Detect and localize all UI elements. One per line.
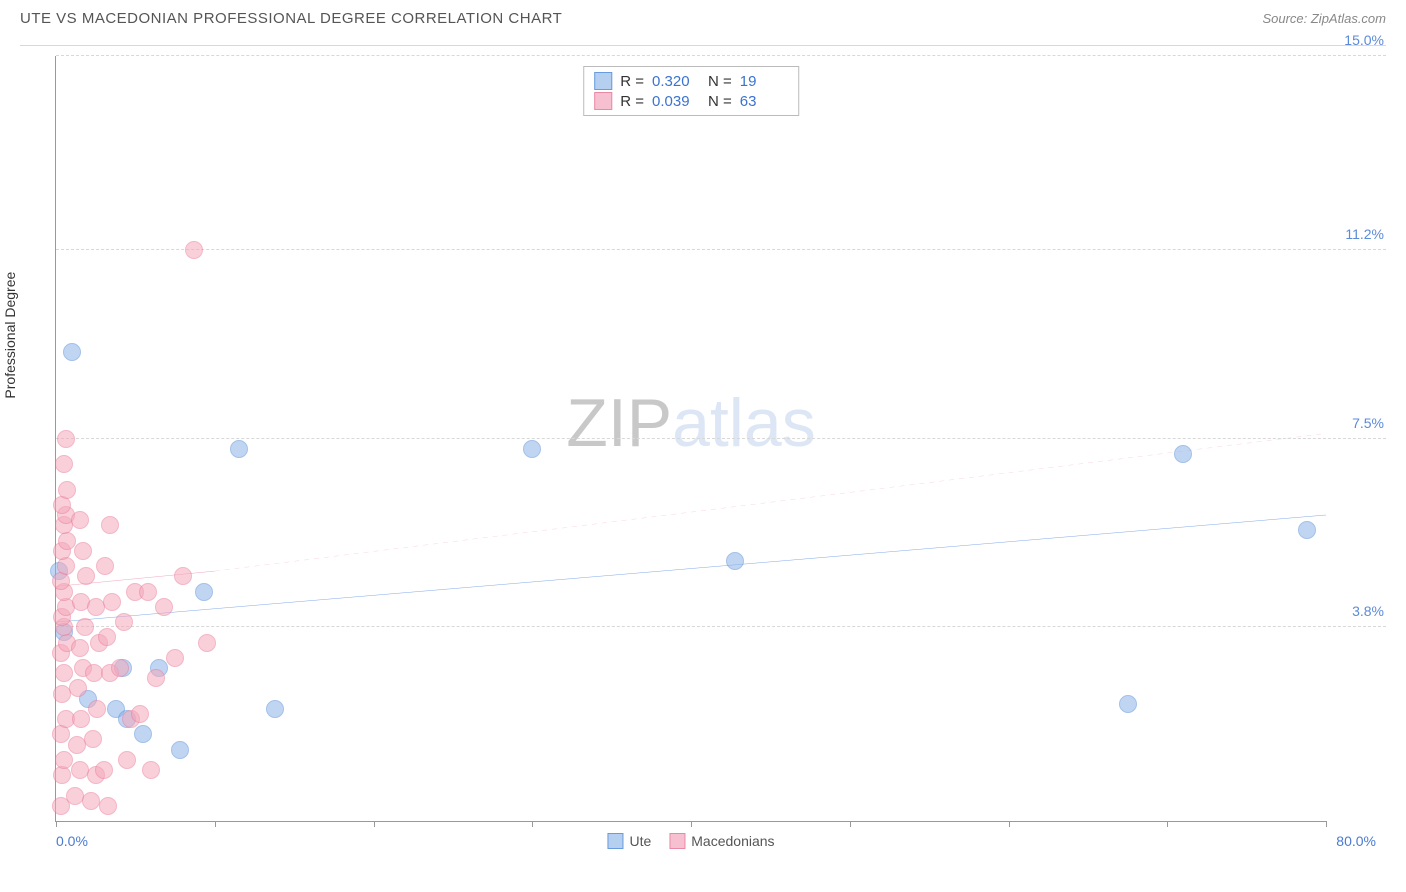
gridline-horizontal (56, 55, 1386, 56)
data-point (55, 455, 73, 473)
x-tick (215, 821, 216, 827)
data-point (57, 430, 75, 448)
data-point (174, 567, 192, 585)
legend-swatch (607, 833, 623, 849)
r-label: R = (620, 73, 644, 90)
gridline-horizontal (56, 626, 1386, 627)
data-point (103, 593, 121, 611)
data-point (266, 700, 284, 718)
data-point (77, 567, 95, 585)
data-point (1174, 445, 1192, 463)
data-point (69, 679, 87, 697)
data-point (63, 343, 81, 361)
data-point (230, 440, 248, 458)
data-point (198, 634, 216, 652)
data-point (134, 725, 152, 743)
legend-swatch (669, 833, 685, 849)
data-point (71, 511, 89, 529)
data-point (55, 664, 73, 682)
legend-swatch (594, 92, 612, 110)
plot-area: ZIPatlas R =0.320N =19R =0.039N =63 0.0%… (55, 56, 1326, 822)
data-point (99, 797, 117, 815)
data-point (1119, 695, 1137, 713)
data-point (84, 730, 102, 748)
x-tick (691, 821, 692, 827)
legend-item: Ute (607, 833, 651, 849)
data-point (131, 705, 149, 723)
data-point (53, 496, 71, 514)
stat-legend-row: R = 0.039 N = 63 (594, 91, 788, 111)
chart-container: Professional Degree ZIPatlas R =0.320N =… (20, 45, 1386, 862)
data-point (195, 583, 213, 601)
data-point (147, 669, 165, 687)
chart-title: UTE VS MACEDONIAN PROFESSIONAL DEGREE CO… (20, 10, 562, 27)
x-tick (532, 821, 533, 827)
data-point (118, 751, 136, 769)
r-value: 0.039 (652, 93, 700, 110)
data-point (76, 618, 94, 636)
data-point (171, 741, 189, 759)
data-point (115, 613, 133, 631)
data-point (71, 639, 89, 657)
data-point (53, 766, 71, 784)
data-point (72, 710, 90, 728)
data-point (185, 241, 203, 259)
x-tick (1009, 821, 1010, 827)
y-tick-label: 7.5% (1352, 415, 1384, 431)
data-point (142, 761, 160, 779)
gridline-horizontal (56, 249, 1386, 250)
n-value: 63 (740, 93, 788, 110)
x-axis-min-label: 0.0% (56, 833, 88, 849)
data-point (98, 628, 116, 646)
data-point (52, 572, 70, 590)
data-point (74, 542, 92, 560)
gridline-horizontal (56, 438, 1386, 439)
data-point (57, 557, 75, 575)
data-point (58, 481, 76, 499)
legend-item: Macedonians (669, 833, 774, 849)
y-tick-label: 3.8% (1352, 603, 1384, 619)
data-point (58, 532, 76, 550)
n-value: 19 (740, 73, 788, 90)
data-point (88, 700, 106, 718)
data-point (155, 598, 173, 616)
x-tick (850, 821, 851, 827)
stat-legend-row: R = 0.320 N = 19 (594, 71, 788, 91)
r-value: 0.320 (652, 73, 700, 90)
data-point (166, 649, 184, 667)
legend-swatch (594, 72, 612, 90)
y-tick-label: 15.0% (1344, 32, 1384, 48)
y-axis-label: Professional Degree (2, 272, 18, 399)
trend-line (56, 515, 1326, 622)
x-axis-max-label: 80.0% (1336, 833, 1376, 849)
x-tick (1326, 821, 1327, 827)
data-point (1298, 521, 1316, 539)
x-tick (1167, 821, 1168, 827)
legend-label: Macedonians (691, 833, 774, 849)
data-point (95, 761, 113, 779)
n-label: N = (708, 73, 732, 90)
y-tick-label: 11.2% (1345, 226, 1384, 242)
x-tick (374, 821, 375, 827)
source-attribution: Source: ZipAtlas.com (1262, 11, 1386, 26)
data-point (523, 440, 541, 458)
data-point (52, 725, 70, 743)
data-point (139, 583, 157, 601)
legend-label: Ute (629, 833, 651, 849)
n-label: N = (708, 93, 732, 110)
trend-line-extrapolated (215, 433, 1326, 571)
data-point (82, 792, 100, 810)
series-legend: Ute Macedonians (607, 833, 774, 849)
stat-legend: R = 0.320 N = 19 R = 0.039 N = 63 (583, 66, 799, 116)
data-point (111, 659, 129, 677)
r-label: R = (620, 93, 644, 110)
data-point (55, 751, 73, 769)
x-tick (56, 821, 57, 827)
data-point (96, 557, 114, 575)
data-point (726, 552, 744, 570)
data-point (101, 516, 119, 534)
